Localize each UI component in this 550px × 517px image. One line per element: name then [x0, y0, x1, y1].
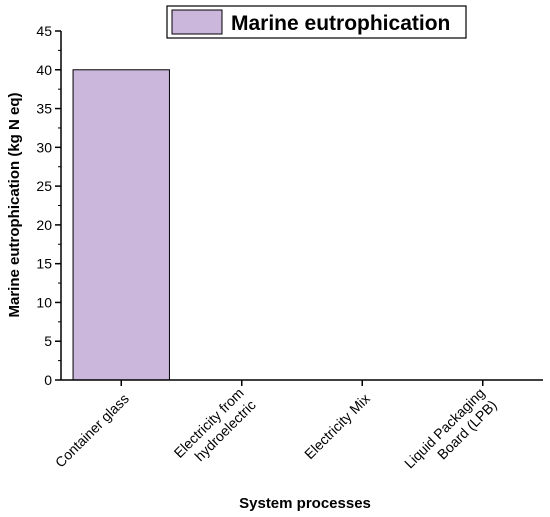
bars	[72, 69, 170, 381]
y-tick-label: 20	[36, 217, 52, 233]
legend: Marine eutrophication	[166, 5, 467, 39]
y-tick-label: 25	[36, 178, 52, 194]
legend-swatch	[171, 9, 223, 35]
y-tick-label: 10	[36, 294, 52, 310]
y-tick-label: 40	[36, 62, 52, 78]
y-tick-label: 35	[36, 101, 52, 117]
y-tick-label: 30	[36, 139, 52, 155]
legend-label: Marine eutrophication	[231, 12, 450, 35]
y-axis-title: Marine eutrophication (kg N eq)	[6, 92, 23, 317]
x-axis: Container glass Electricity fromhydroelec…	[52, 379, 543, 484]
x-tick-label: Liquid PackagingBoard (LPB)	[401, 385, 500, 484]
y-tick-label: 0	[44, 372, 52, 388]
y-tick-label: 15	[36, 256, 52, 272]
x-axis-title: System processes	[239, 495, 371, 512]
y-tick-label: 5	[44, 333, 52, 349]
y-axis: 0 5 10 15 20 25 30 35 40 45	[36, 23, 62, 388]
x-tick-label: Electricity Mix	[301, 390, 373, 462]
y-tick-label: 45	[36, 23, 52, 39]
bar-1	[72, 69, 170, 381]
x-tick-label: Electricity fromhydroelectric	[171, 385, 259, 473]
x-tick-label: Container glass	[52, 390, 132, 470]
